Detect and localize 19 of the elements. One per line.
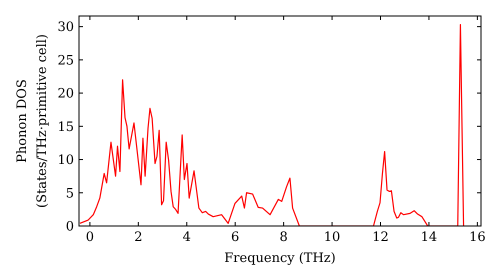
y-axis-title: Phonon DOS (States/THz·primitive cell) [15, 34, 50, 208]
y-tick-label: 30 [57, 20, 74, 36]
x-tick-label: 12 [372, 230, 389, 245]
x-tick-label: 16 [469, 230, 486, 245]
x-tick-label: 0 [86, 230, 94, 245]
x-tick-label: 14 [420, 230, 438, 245]
x-tick-label: 6 [231, 230, 240, 245]
y-tick-label: 20 [57, 86, 74, 102]
y-tick-label: 0 [66, 220, 74, 234]
y-tick-label: 25 [57, 53, 74, 68]
x-tick-label: 10 [324, 230, 340, 245]
x-tick-label: 8 [279, 230, 288, 245]
x-tick-label: 4 [182, 230, 191, 245]
y-tick-label: 10 [57, 153, 74, 168]
line-series [79, 24, 464, 226]
y-tick-label: 15 [57, 120, 74, 135]
x-axis-title: Frequency (THz) [224, 251, 336, 266]
x-tick-label: 2 [134, 230, 142, 245]
y-tick-label: 5 [66, 186, 74, 202]
